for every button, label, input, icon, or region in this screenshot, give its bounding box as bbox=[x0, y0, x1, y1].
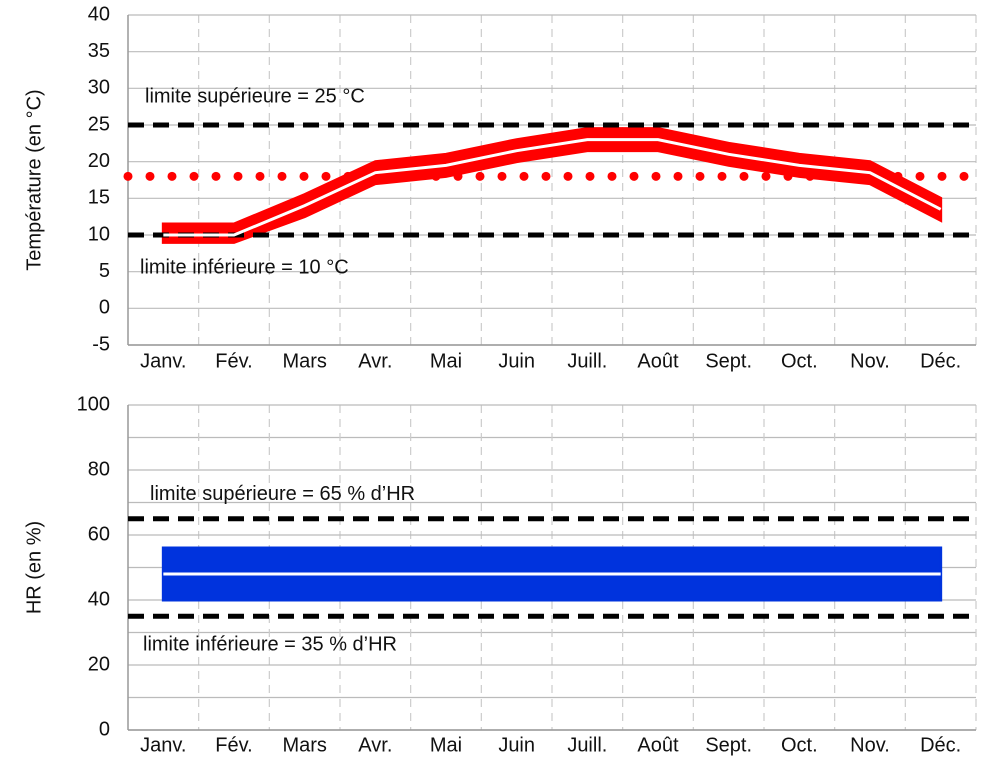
x-tick-label: Mai bbox=[430, 350, 462, 372]
x-tick-label: Déc. bbox=[920, 734, 961, 756]
y-tick-label: 30 bbox=[88, 77, 110, 99]
y-tick-label: 25 bbox=[88, 113, 110, 135]
y-tick-label: 0 bbox=[99, 297, 110, 319]
x-tick-label: Juin bbox=[498, 734, 535, 756]
y-tick-label: 80 bbox=[88, 458, 110, 480]
annotation: limite supérieure = 25 °C bbox=[145, 85, 365, 107]
x-tick-label: Juill. bbox=[567, 350, 607, 372]
x-tick-label: Oct. bbox=[781, 350, 818, 372]
trend-line bbox=[163, 138, 942, 237]
y-tick-label: 20 bbox=[88, 150, 110, 172]
x-tick-label: Août bbox=[637, 734, 679, 756]
x-tick-label: Fév. bbox=[215, 350, 252, 372]
x-tick-label: Août bbox=[637, 350, 679, 372]
x-tick-label: Mars bbox=[282, 734, 326, 756]
annotation: limite inférieure = 35 % d’HR bbox=[143, 634, 397, 656]
x-tick-label: Avr. bbox=[358, 734, 392, 756]
x-tick-label: Sept. bbox=[705, 734, 752, 756]
y-tick-label: 40 bbox=[88, 3, 110, 25]
y-axis-label: Température (en °C) bbox=[23, 89, 45, 270]
y-axis-label: HR (en %) bbox=[23, 521, 45, 614]
y-tick-label: 0 bbox=[99, 718, 110, 740]
x-tick-label: Oct. bbox=[781, 734, 818, 756]
x-tick-label: Sept. bbox=[705, 350, 752, 372]
annotation: limite supérieure = 65 % d’HR bbox=[150, 483, 415, 505]
x-tick-label: Mai bbox=[430, 734, 462, 756]
y-tick-label: 10 bbox=[88, 223, 110, 245]
y-tick-label: 5 bbox=[99, 260, 110, 282]
y-tick-label: 20 bbox=[88, 653, 110, 675]
x-tick-label: Mars bbox=[282, 350, 326, 372]
x-tick-label: Janv. bbox=[140, 350, 186, 372]
x-tick-label: Avr. bbox=[358, 350, 392, 372]
y-tick-label: 15 bbox=[88, 187, 110, 209]
y-tick-label: 60 bbox=[88, 523, 110, 545]
x-tick-label: Déc. bbox=[920, 350, 961, 372]
y-tick-label: 100 bbox=[77, 393, 110, 415]
x-tick-label: Janv. bbox=[140, 734, 186, 756]
x-tick-label: Nov. bbox=[850, 350, 890, 372]
x-tick-label: Nov. bbox=[850, 734, 890, 756]
y-tick-label: -5 bbox=[92, 333, 110, 355]
x-tick-label: Fév. bbox=[215, 734, 252, 756]
x-tick-label: Juill. bbox=[567, 734, 607, 756]
x-tick-label: Juin bbox=[498, 350, 535, 372]
y-tick-label: 35 bbox=[88, 40, 110, 62]
y-tick-label: 40 bbox=[88, 588, 110, 610]
annotation: limite inférieure = 10 °C bbox=[140, 256, 349, 278]
